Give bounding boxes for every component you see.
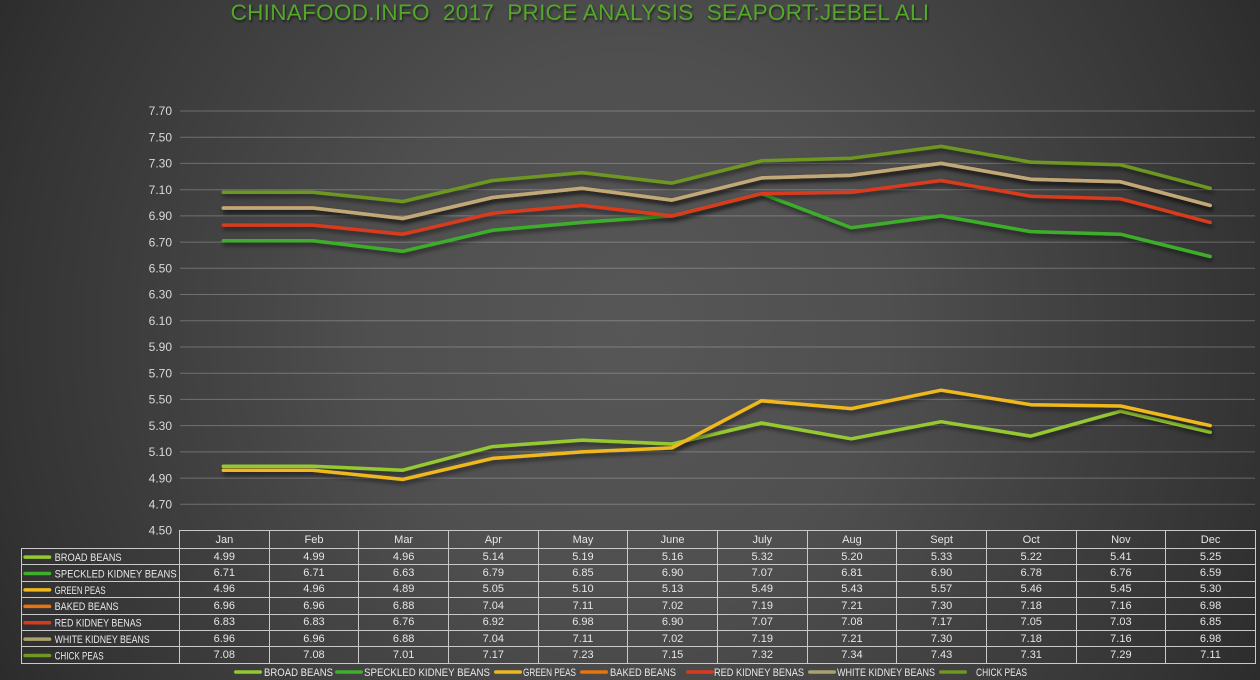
svg-text:4.90: 4.90 [149, 471, 173, 485]
svg-text:4.70: 4.70 [149, 498, 173, 512]
svg-text:7.70: 7.70 [149, 104, 173, 118]
svg-text:5.70: 5.70 [149, 366, 173, 380]
svg-text:5.90: 5.90 [149, 340, 173, 354]
svg-text:6.70: 6.70 [149, 235, 173, 249]
svg-text:7.10: 7.10 [149, 183, 173, 197]
svg-text:6.50: 6.50 [149, 262, 173, 276]
svg-text:4.50: 4.50 [149, 524, 173, 538]
svg-text:5.50: 5.50 [149, 393, 173, 407]
svg-text:5.10: 5.10 [149, 445, 173, 459]
svg-text:6.30: 6.30 [149, 288, 173, 302]
svg-text:5.30: 5.30 [149, 419, 173, 433]
svg-text:6.90: 6.90 [149, 209, 173, 223]
svg-text:6.10: 6.10 [149, 314, 173, 328]
svg-text:7.50: 7.50 [149, 130, 173, 144]
svg-text:7.30: 7.30 [149, 157, 173, 171]
